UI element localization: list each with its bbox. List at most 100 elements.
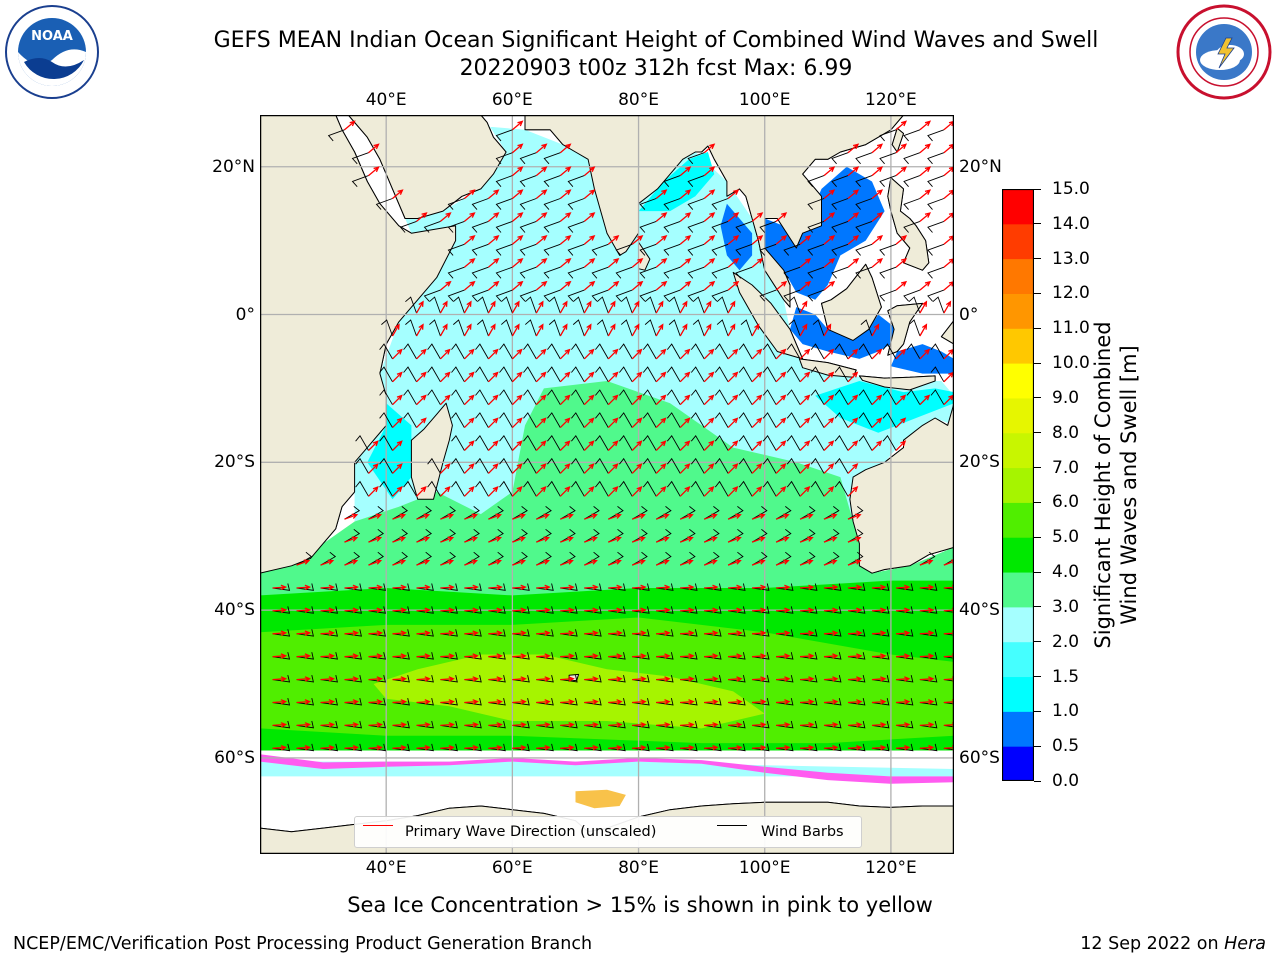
wind-barb <box>704 652 722 660</box>
wind-barb <box>668 319 681 337</box>
colorbar-segment <box>1002 467 1034 503</box>
wind-barb <box>738 457 753 474</box>
wind-barb <box>379 435 393 451</box>
wave-direction-arrow <box>487 323 496 337</box>
wind-barb <box>687 175 705 187</box>
wave-direction-arrow <box>871 212 884 222</box>
wind-barb <box>711 243 729 256</box>
wind-barb <box>608 697 626 706</box>
wave-direction-arrow <box>727 235 740 245</box>
run-date: 12 Sep 2022 on Hera <box>1080 934 1266 954</box>
wave-direction-arrow <box>560 630 575 636</box>
wind-barb <box>903 152 921 165</box>
wind-barb <box>632 743 650 752</box>
wind-barb <box>392 551 408 566</box>
wind-barb <box>776 583 794 591</box>
wave-direction-arrow <box>823 676 839 682</box>
wave-direction-arrow <box>608 513 622 520</box>
wave-direction-arrow <box>608 630 623 636</box>
wave-direction-arrow <box>919 607 935 613</box>
wind-barb <box>320 551 337 566</box>
colorbar-segment <box>1002 363 1034 399</box>
wave-direction-arrow <box>607 463 619 474</box>
wave-direction-arrow <box>368 536 383 543</box>
wind-barb <box>620 296 633 314</box>
wind-barb <box>495 175 513 187</box>
wave-direction-arrow <box>679 212 692 222</box>
wind-barb <box>666 343 681 360</box>
wave-direction-arrow <box>392 630 407 636</box>
wind-barb <box>608 720 626 729</box>
wave-direction-arrow <box>680 630 695 636</box>
wind-barb <box>416 720 434 729</box>
wind-barb <box>860 319 873 337</box>
wind-barb <box>536 674 554 683</box>
wind-barb <box>690 435 705 451</box>
wind-barb <box>619 457 633 474</box>
wave-direction-arrow <box>631 559 646 566</box>
wind-barb <box>451 366 465 383</box>
wave-direction-arrow <box>655 463 667 474</box>
wave-direction-arrow <box>632 722 647 728</box>
wave-direction-arrow <box>656 676 671 682</box>
wave-direction-arrow <box>751 235 764 245</box>
wind-barb <box>680 674 698 683</box>
wave-direction-arrow <box>559 323 568 337</box>
wave-direction-arrow <box>464 536 479 543</box>
wave-direction-arrow <box>655 417 667 429</box>
wave-direction-arrow <box>392 699 407 705</box>
ocean-3to4m-central <box>260 381 954 611</box>
wave-direction-arrow <box>392 463 403 474</box>
wind-barb <box>800 697 818 706</box>
wave-direction-arrow <box>631 280 644 291</box>
wave-direction-arrow <box>655 440 667 451</box>
colorbar-tick <box>1034 501 1041 503</box>
wave-direction-arrow <box>727 463 739 474</box>
wind-barb <box>543 289 561 302</box>
wave-direction-arrow <box>392 559 407 566</box>
wind-barb <box>871 697 890 706</box>
wind-barb <box>692 296 705 314</box>
wave-direction-arrow <box>344 120 356 131</box>
wind-barb <box>447 220 465 233</box>
colorbar-tick <box>1034 571 1041 573</box>
wave-direction-arrow <box>847 513 862 520</box>
wave-direction-arrow <box>656 744 671 751</box>
wind-barb <box>344 674 362 683</box>
wind-barb <box>416 528 433 543</box>
wave-direction-arrow <box>296 630 312 636</box>
wind-barb <box>879 175 897 187</box>
wind-barb <box>567 266 585 279</box>
wind-barb <box>272 606 291 614</box>
wave-direction-arrow <box>631 300 640 314</box>
wind-barb <box>728 697 746 706</box>
wave-direction-arrow <box>847 559 862 566</box>
wind-barb <box>800 674 818 683</box>
wind-barb <box>320 674 338 683</box>
wave-direction-arrow <box>464 653 479 659</box>
wave-direction-arrow <box>392 371 403 383</box>
wind-barb <box>536 697 554 706</box>
wave-direction-arrow <box>847 722 863 728</box>
wind-barb <box>501 319 513 337</box>
wave-direction-arrow <box>655 348 667 360</box>
wave-direction-arrow <box>632 653 647 659</box>
wind-barb <box>379 457 393 474</box>
wave-direction-arrow <box>631 440 643 451</box>
wind-barb <box>812 319 825 337</box>
wind-barb <box>440 551 456 566</box>
wave-direction-arrow <box>751 371 763 383</box>
wave-direction-arrow <box>631 257 644 268</box>
wind-barb <box>632 674 650 683</box>
wind-barb <box>919 583 938 591</box>
wave-direction-legend-line <box>363 825 393 826</box>
wave-direction-arrow <box>368 143 380 154</box>
wind-barb <box>728 652 746 660</box>
wave-direction-arrow <box>823 371 835 383</box>
wind-barb <box>639 266 657 279</box>
wind-barb <box>560 606 578 614</box>
wave-direction-arrow <box>272 744 288 751</box>
wind-barb <box>344 743 362 752</box>
colorbar-label: 13.0 <box>1052 248 1090 269</box>
wind-barb <box>711 289 729 302</box>
